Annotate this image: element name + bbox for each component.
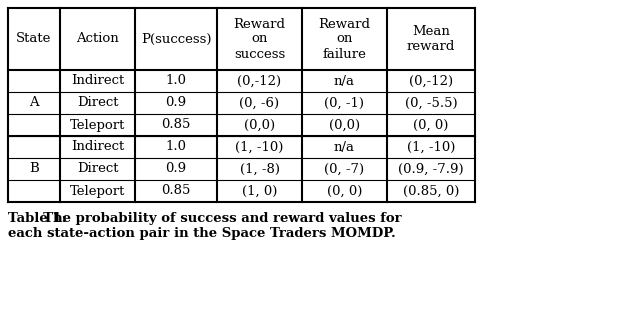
Text: 0.9: 0.9 [165,162,187,176]
Text: A: A [29,97,39,110]
Text: 0.85: 0.85 [161,185,191,198]
Text: (0,0): (0,0) [244,119,275,132]
Text: (1, 0): (1, 0) [242,185,277,198]
Text: (0,-12): (0,-12) [237,74,282,87]
Text: State: State [16,32,52,46]
Text: n/a: n/a [334,140,355,153]
Text: Indirect: Indirect [71,74,124,87]
Text: (0, -7): (0, -7) [324,162,365,176]
Text: Teleport: Teleport [70,185,125,198]
Text: 1.0: 1.0 [166,140,186,153]
Text: each state-action pair in the Space Traders MOMDP.: each state-action pair in the Space Trad… [8,227,396,240]
Text: 0.85: 0.85 [161,119,191,132]
Text: P(success): P(success) [141,32,211,46]
Text: (0.85, 0): (0.85, 0) [403,185,459,198]
Text: (1, -8): (1, -8) [239,162,280,176]
Text: Table 1:: Table 1: [8,212,67,225]
Text: (0, -1): (0, -1) [324,97,365,110]
Text: (0, 0): (0, 0) [327,185,362,198]
Text: Direct: Direct [77,97,118,110]
Text: 1.0: 1.0 [166,74,186,87]
Text: (0, 0): (0, 0) [413,119,449,132]
Text: Direct: Direct [77,162,118,176]
Text: (0.9, -7.9): (0.9, -7.9) [398,162,464,176]
Text: Indirect: Indirect [71,140,124,153]
Text: (0, -5.5): (0, -5.5) [404,97,458,110]
Text: (0,-12): (0,-12) [409,74,453,87]
Text: (0,0): (0,0) [329,119,360,132]
Text: (1, -10): (1, -10) [407,140,455,153]
Text: B: B [29,162,39,176]
Text: The probability of success and reward values for: The probability of success and reward va… [34,212,401,225]
Text: Teleport: Teleport [70,119,125,132]
Text: n/a: n/a [334,74,355,87]
Text: (0, -6): (0, -6) [239,97,280,110]
Text: Action: Action [76,32,119,46]
Text: 0.9: 0.9 [165,97,187,110]
Text: Mean
reward: Mean reward [407,25,455,53]
Text: Reward
on
failure: Reward on failure [319,18,371,60]
Text: Reward
on
success: Reward on success [234,18,285,60]
Text: (1, -10): (1, -10) [236,140,284,153]
